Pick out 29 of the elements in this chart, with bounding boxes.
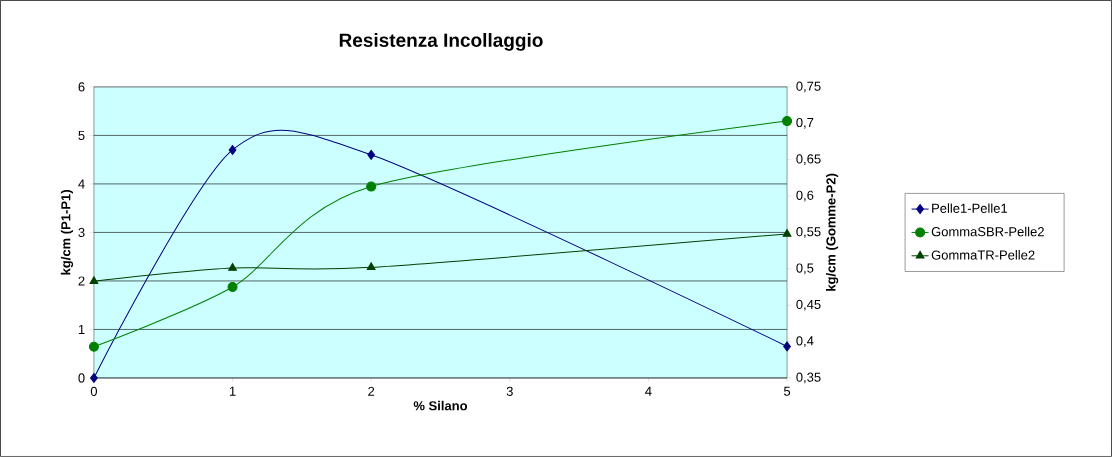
x-axis-title: % Silano — [413, 400, 468, 411]
chart-title: Resistenza Incollaggio — [339, 33, 543, 51]
y-tick-label: 5 — [78, 130, 85, 141]
y2-tick-label: 0,7 — [796, 117, 814, 129]
y-tick-label: 1 — [78, 325, 85, 334]
y-tick-label: 4 — [78, 179, 85, 189]
y2-tick-label: 0,4 — [796, 336, 814, 347]
y2-tick-label: 0,65 — [796, 154, 821, 166]
y-tick-label: 3 — [78, 227, 85, 238]
y2-tick-label: 0,75 — [796, 81, 821, 93]
x-tick-label: 1 — [229, 386, 236, 396]
x-tick-label: 3 — [506, 386, 513, 397]
legend-label: GommaTR-Pelle2 — [931, 250, 1035, 260]
y-tick-label: 0 — [78, 373, 85, 383]
legend-label: GommaSBR-Pelle2 — [931, 226, 1044, 237]
x-tick-label: 0 — [90, 386, 98, 397]
y2-tick-label: 0,35 — [796, 372, 821, 384]
y2-tick-label: 0,45 — [796, 299, 821, 311]
y2-tick-label: 0,55 — [796, 227, 821, 238]
y-tick-label: 6 — [78, 82, 85, 92]
x-tick-label: 2 — [368, 386, 375, 396]
legend-label: Pelle1-Pelle1 — [932, 203, 1008, 213]
x-tick-label: 5 — [783, 386, 791, 396]
x-tick-label: 4 — [645, 386, 652, 396]
y2-axis-title: kg/cm (Gomme-P2) — [826, 173, 839, 291]
y-axis-title: kg/cm (P1-P1) — [60, 190, 74, 275]
y2-tick-label: 0,6 — [796, 190, 814, 202]
y2-tick-label: 0,5 — [796, 263, 814, 275]
y-tick-label: 2 — [78, 276, 85, 286]
